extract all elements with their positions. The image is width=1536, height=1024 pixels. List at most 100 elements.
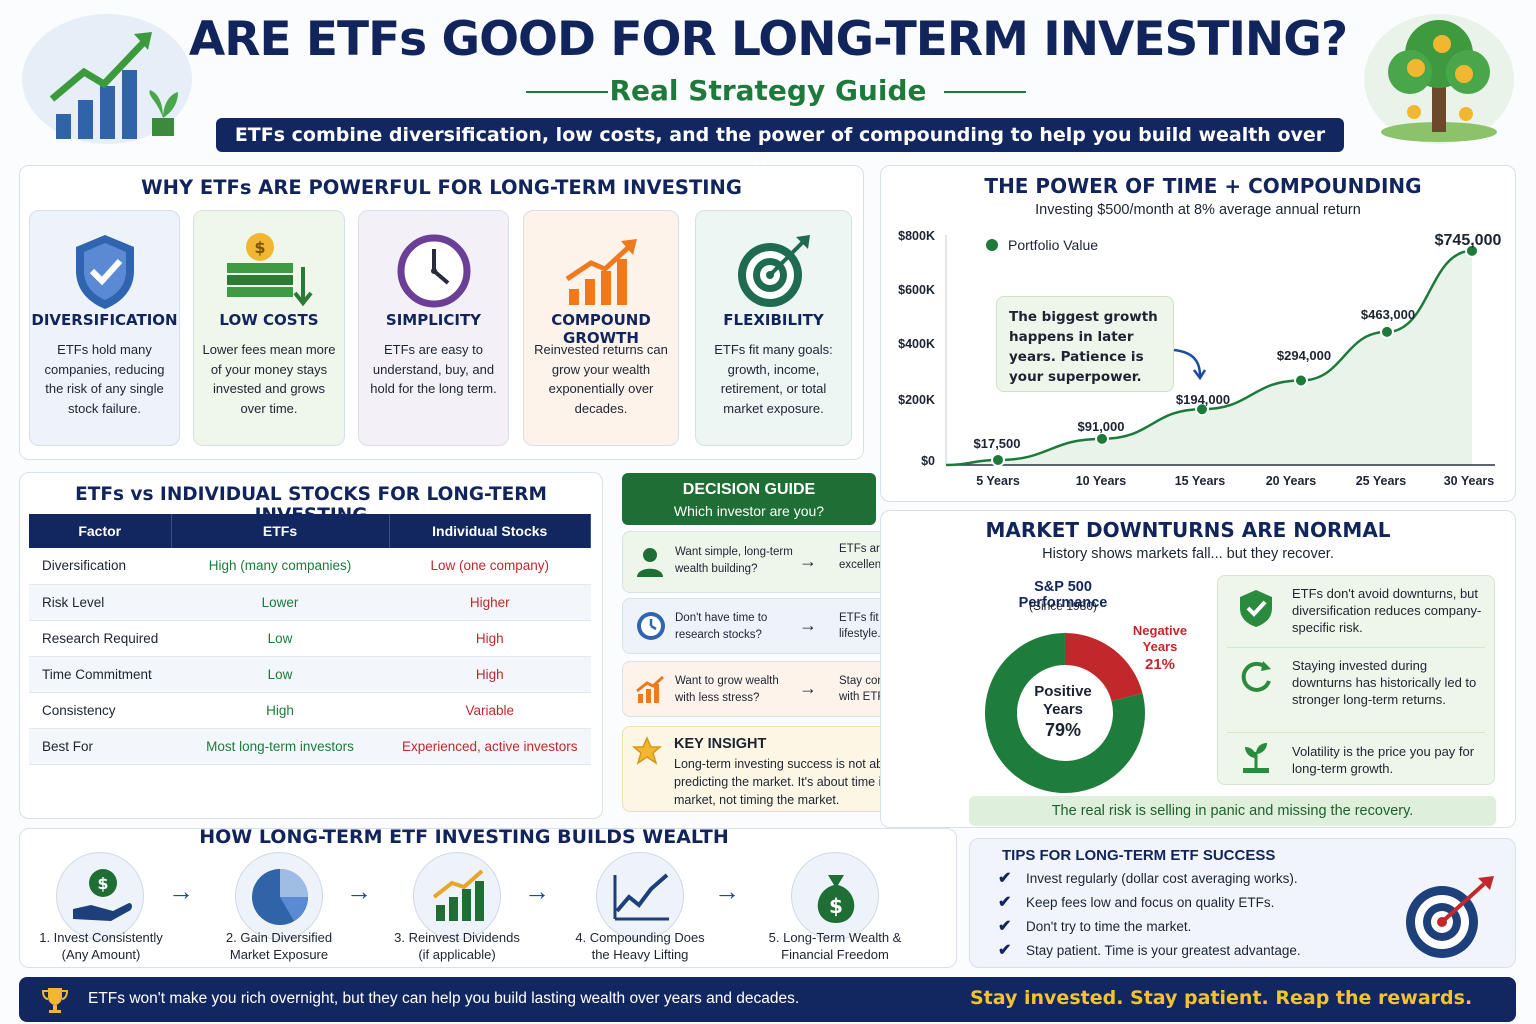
- money-stack-icon: $: [227, 233, 313, 307]
- fact-divider: [1227, 647, 1485, 648]
- step-arrow-icon: →: [168, 876, 194, 906]
- table-cell: High (many companies): [171, 548, 389, 585]
- table-row: Risk Level Lower Higher: [29, 584, 591, 621]
- table-row: Time Commitment Low High: [29, 656, 591, 693]
- tip-item: Invest regularly (dollar cost averaging …: [1026, 871, 1298, 886]
- key-insight-text: Long-term investing success is not about…: [674, 757, 910, 807]
- page-subtitle: Real Strategy Guide: [609, 74, 927, 107]
- x-tick-label: 15 Years: [1174, 474, 1226, 488]
- table-header: ETFs: [171, 514, 390, 548]
- data-point: [1380, 324, 1394, 339]
- fact-text: Volatility is the price you pay for long…: [1292, 744, 1475, 776]
- table-cell: Most long-term investors: [171, 728, 389, 765]
- step-arrow-icon: →: [714, 876, 740, 906]
- header-growth-illustration: [22, 14, 192, 144]
- data-point: [1465, 243, 1479, 258]
- arrow-right-icon: →: [799, 678, 817, 698]
- comparison-table: Factor ETFs Individual Stocks Diversific…: [29, 514, 591, 765]
- check-icon: ✔: [998, 942, 1012, 959]
- check-icon: ✔: [998, 918, 1012, 935]
- table-row: Consistency High Variable: [29, 692, 591, 729]
- step-label: 1. Invest Consistently (Any Amount): [39, 930, 163, 962]
- card-title: COMPOUND GROWTH: [551, 311, 651, 347]
- decision-question: Want simple, long-term wealth building?: [675, 546, 793, 575]
- star-icon: [632, 736, 662, 765]
- svg-text:$: $: [97, 874, 108, 893]
- card-title: DIVERSIFICATION: [31, 311, 178, 329]
- growth-chart-icon: [636, 675, 665, 703]
- card-text: Reinvested returns can grow your wealth …: [534, 342, 668, 416]
- table-cell: High: [171, 692, 389, 729]
- table-cell: High: [389, 620, 591, 657]
- data-label: $91,000: [1077, 419, 1125, 434]
- decision-question: Want to grow wealth with less stress?: [675, 675, 779, 704]
- x-tick-label: 20 Years: [1265, 474, 1317, 488]
- table-header: Factor: [29, 514, 172, 548]
- table-cell: Diversification: [29, 548, 171, 585]
- table-cell: Experienced, active investors: [389, 728, 591, 765]
- portfolio-line-chart: [945, 235, 1495, 467]
- x-tick-label: 10 Years: [1075, 474, 1127, 488]
- card-title: LOW COSTS: [219, 311, 319, 329]
- trend-line-icon: [613, 873, 669, 921]
- refresh-cycle-icon: [1241, 661, 1271, 692]
- tip-item: Stay patient. Time is your greatest adva…: [1026, 943, 1301, 958]
- tip-item: Keep fees low and focus on quality ETFs.: [1026, 895, 1275, 910]
- step-icon-circle: $: [56, 852, 144, 940]
- compounding-title: THE POWER OF TIME + COMPOUNDING: [984, 174, 1422, 198]
- legend-label: Portfolio Value: [1008, 237, 1099, 253]
- card-compound-growth: COMPOUND GROWTH Reinvested returns can g…: [523, 210, 679, 446]
- table-cell: Consistency: [29, 692, 171, 729]
- subtitle-rule-left: [526, 91, 608, 93]
- growth-callout: The biggest growth happens in later year…: [996, 296, 1174, 392]
- y-tick-label: $200K: [898, 393, 935, 407]
- data-label: $194,000: [1175, 392, 1231, 407]
- money-hand-icon: $: [73, 869, 132, 921]
- step-icon-circle: $: [791, 852, 879, 940]
- negative-years-value: 21%: [1144, 656, 1176, 673]
- bar-growth-icon: [432, 869, 484, 921]
- fact-text: Staying invested during downturns has hi…: [1292, 658, 1477, 707]
- table-cell: Low (one company): [389, 548, 591, 585]
- decision-header: [622, 473, 876, 525]
- table-cell: Lower: [171, 584, 389, 621]
- svg-text:$: $: [829, 894, 843, 918]
- sprout-icon: [1243, 743, 1269, 773]
- arrow-right-icon: →: [799, 615, 817, 635]
- clock-icon: [637, 612, 665, 640]
- step-arrow-icon: →: [346, 876, 372, 906]
- footer-right-text: Stay invested. Stay patient. Reap the re…: [970, 987, 1473, 1009]
- fact-text: ETFs don't avoid downturns, but diversif…: [1292, 586, 1482, 635]
- downturns-footer: The real risk is selling in panic and mi…: [969, 796, 1496, 826]
- card-text: ETFs hold many companies, reducing the r…: [44, 342, 165, 416]
- y-tick-label: $800K: [898, 229, 935, 243]
- card-low-costs: $ LOW COSTS Lower fees mean more of your…: [193, 210, 345, 446]
- pie-chart-icon: [252, 869, 308, 925]
- data-label: $294,000: [1276, 348, 1332, 363]
- card-text: ETFs fit many goals: growth, income, ret…: [714, 342, 833, 416]
- table-cell: Low: [171, 656, 389, 693]
- person-icon: [637, 548, 663, 577]
- card-title: SIMPLICITY: [385, 311, 482, 329]
- x-tick-label: 25 Years: [1355, 474, 1407, 488]
- callout-arrow-icon: [1173, 348, 1207, 381]
- decision-title: DECISION GUIDE: [682, 481, 816, 498]
- fact-divider: [1227, 732, 1485, 733]
- target-icon: [737, 235, 810, 307]
- positive-slice: [985, 633, 1145, 793]
- data-label: $463,000: [1360, 307, 1416, 322]
- table-row: Diversification High (many companies) Low …: [29, 548, 591, 585]
- card-title: FLEXIBILITY: [723, 311, 824, 329]
- table-cell: Research Required: [29, 620, 171, 657]
- x-tick-label: 5 Years: [976, 474, 1020, 488]
- x-tick-label: 30 Years: [1443, 474, 1495, 488]
- positive-years-label: Positive Years: [1034, 683, 1092, 718]
- negative-years-label: Negative Years: [1132, 623, 1188, 654]
- why-title: WHY ETFs ARE POWERFUL FOR LONG-TERM INVE…: [141, 176, 742, 199]
- builds-title: HOW LONG-TERM ETF INVESTING BUILDS WEALT…: [199, 826, 729, 848]
- data-point: [991, 452, 1005, 467]
- table-cell: Variable: [389, 692, 591, 729]
- data-point: [1294, 373, 1308, 388]
- step-icon-circle: [596, 852, 684, 940]
- step-arrow-icon: →: [524, 876, 550, 906]
